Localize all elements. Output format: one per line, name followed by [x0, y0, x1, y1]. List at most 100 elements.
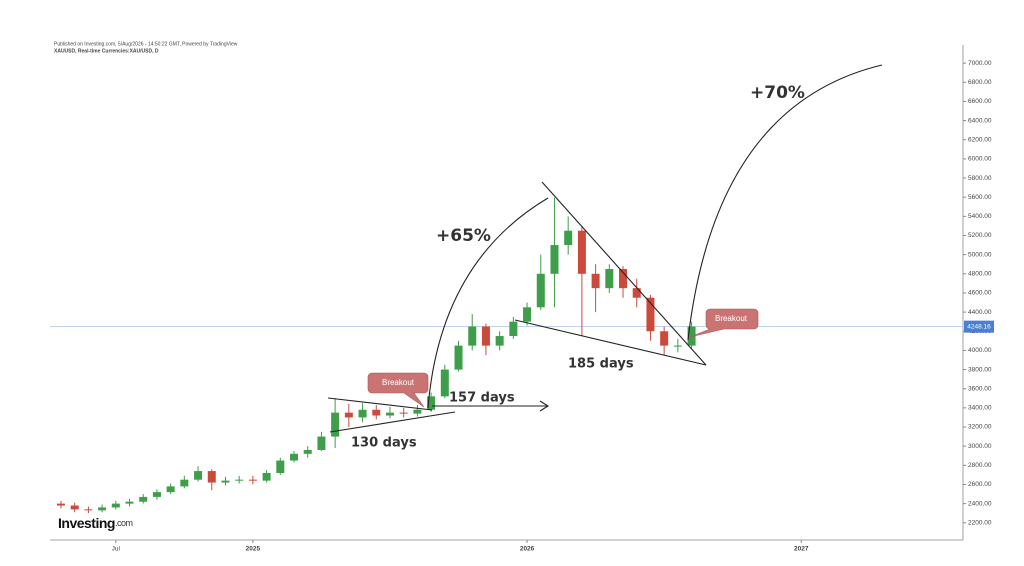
candle-body: [660, 331, 669, 346]
candle-body: [372, 409, 381, 416]
annotation: 157 days: [449, 391, 515, 406]
y-tick-label: 6200.00: [968, 136, 992, 143]
y-tick-label: 6000.00: [968, 156, 992, 163]
trend-line: [329, 411, 456, 433]
candle-body: [564, 230, 573, 246]
chart-subtitle: XAUUSD, Real-time Currencies:XAU/USD, D: [54, 48, 159, 54]
y-tick-label: 4600.00: [968, 290, 992, 297]
y-tick-label: 3200.00: [968, 424, 992, 431]
brand-name: Investing: [58, 515, 115, 531]
candle-body: [577, 230, 586, 274]
trend-line: [327, 397, 433, 411]
x-tick-label: 2027: [794, 546, 809, 553]
candle-body: [646, 297, 655, 332]
candle-body: [235, 479, 244, 481]
candle-body: [331, 412, 340, 437]
plot-area: 2200.00 2400.00 2600.00 2800.00 3000.00 3200.…: [50, 45, 994, 553]
candle-body: [536, 273, 545, 308]
y-tick-label: 2400.00: [968, 500, 992, 507]
candle-body: [152, 492, 161, 497]
candle-body: [687, 326, 696, 346]
candle-body: [550, 245, 559, 274]
candle-body: [194, 471, 203, 480]
callout: [689, 308, 759, 338]
candle-body: [290, 453, 299, 461]
candle-body: [454, 345, 463, 370]
annotations: +65% +70% 157 days 130 days 185 days Bre…: [327, 64, 883, 451]
candle-body: [221, 480, 230, 483]
annotation: +65%: [436, 226, 491, 246]
y-tick-label: 3800.00: [968, 366, 992, 373]
x-tick-label: Jul: [112, 546, 121, 553]
candle-body: [139, 496, 148, 502]
candle-body: [509, 321, 518, 337]
candle-body: [303, 449, 312, 454]
y-tick-label: 4400.00: [968, 309, 992, 316]
candle-body: [111, 503, 120, 508]
annotation: 185 days: [568, 357, 634, 372]
y-tick-label: 5200.00: [968, 232, 992, 239]
price-label-box: [964, 320, 994, 333]
callout-label: Breakout: [715, 314, 748, 323]
y-tick-label: 6400.00: [968, 117, 992, 124]
y-tick-label: 4000.00: [968, 347, 992, 354]
candle-body: [399, 412, 408, 414]
candle-body: [632, 288, 641, 298]
chart-title: Published on Investing.com, 5/Aug/2026 -…: [54, 41, 238, 47]
y-tick-label: 3400.00: [968, 405, 992, 412]
y-tick-label: 6800.00: [968, 79, 992, 86]
y-tick-label: 5600.00: [968, 194, 992, 201]
candle-body: [605, 269, 614, 289]
arc: [687, 64, 883, 341]
brand-suffix: .com: [115, 518, 133, 528]
candle-body: [344, 412, 353, 418]
annotation: +70%: [750, 83, 805, 103]
arrow-head: [539, 400, 550, 412]
y-tick-label: 3000.00: [968, 443, 992, 450]
candle-body: [98, 507, 107, 511]
candle-body: [385, 412, 394, 416]
candle-body: [317, 436, 326, 450]
arc: [427, 197, 549, 409]
callout: [367, 372, 429, 408]
y-tick-label: 2200.00: [968, 519, 992, 526]
candle-body: [262, 472, 271, 481]
annotation: 130 days: [351, 436, 417, 451]
candle-body: [591, 273, 600, 289]
candle-body: [673, 345, 682, 347]
callout-label: Breakout: [382, 378, 415, 387]
y-tick-label: 6600.00: [968, 98, 992, 105]
y-tick-label: 2800.00: [968, 462, 992, 469]
y-tick-label: 4800.00: [968, 271, 992, 278]
candle-body: [440, 369, 449, 397]
candle-body: [413, 409, 422, 414]
candle-body: [276, 460, 285, 473]
x-tick-label: 2025: [246, 546, 261, 553]
candle-body: [427, 396, 436, 410]
y-tick-label: 2600.00: [968, 481, 992, 488]
price-label: 4248.16: [967, 323, 991, 330]
candle-body: [248, 479, 257, 481]
candle-body: [180, 479, 189, 487]
candle-body: [481, 326, 490, 346]
candle-body: [56, 503, 65, 506]
candle-body: [523, 307, 532, 322]
y-tick-label: 5400.00: [968, 213, 992, 220]
y-tick-label: 5000.00: [968, 251, 992, 258]
candle-body: [84, 509, 93, 511]
candle-body: [495, 336, 504, 346]
y-tick-label: 3600.00: [968, 385, 992, 392]
candle-body: [619, 269, 628, 289]
candle-body: [358, 409, 367, 418]
x-tick-label: 2026: [520, 546, 535, 553]
candle-body: [70, 505, 79, 510]
brand: Investing.com: [58, 515, 132, 531]
y-tick-label: 5800.00: [968, 175, 992, 182]
trend-line: [541, 181, 707, 366]
candle-body: [166, 486, 175, 493]
trend-line: [514, 319, 707, 366]
y-tick-label: 7000.00: [968, 60, 992, 67]
